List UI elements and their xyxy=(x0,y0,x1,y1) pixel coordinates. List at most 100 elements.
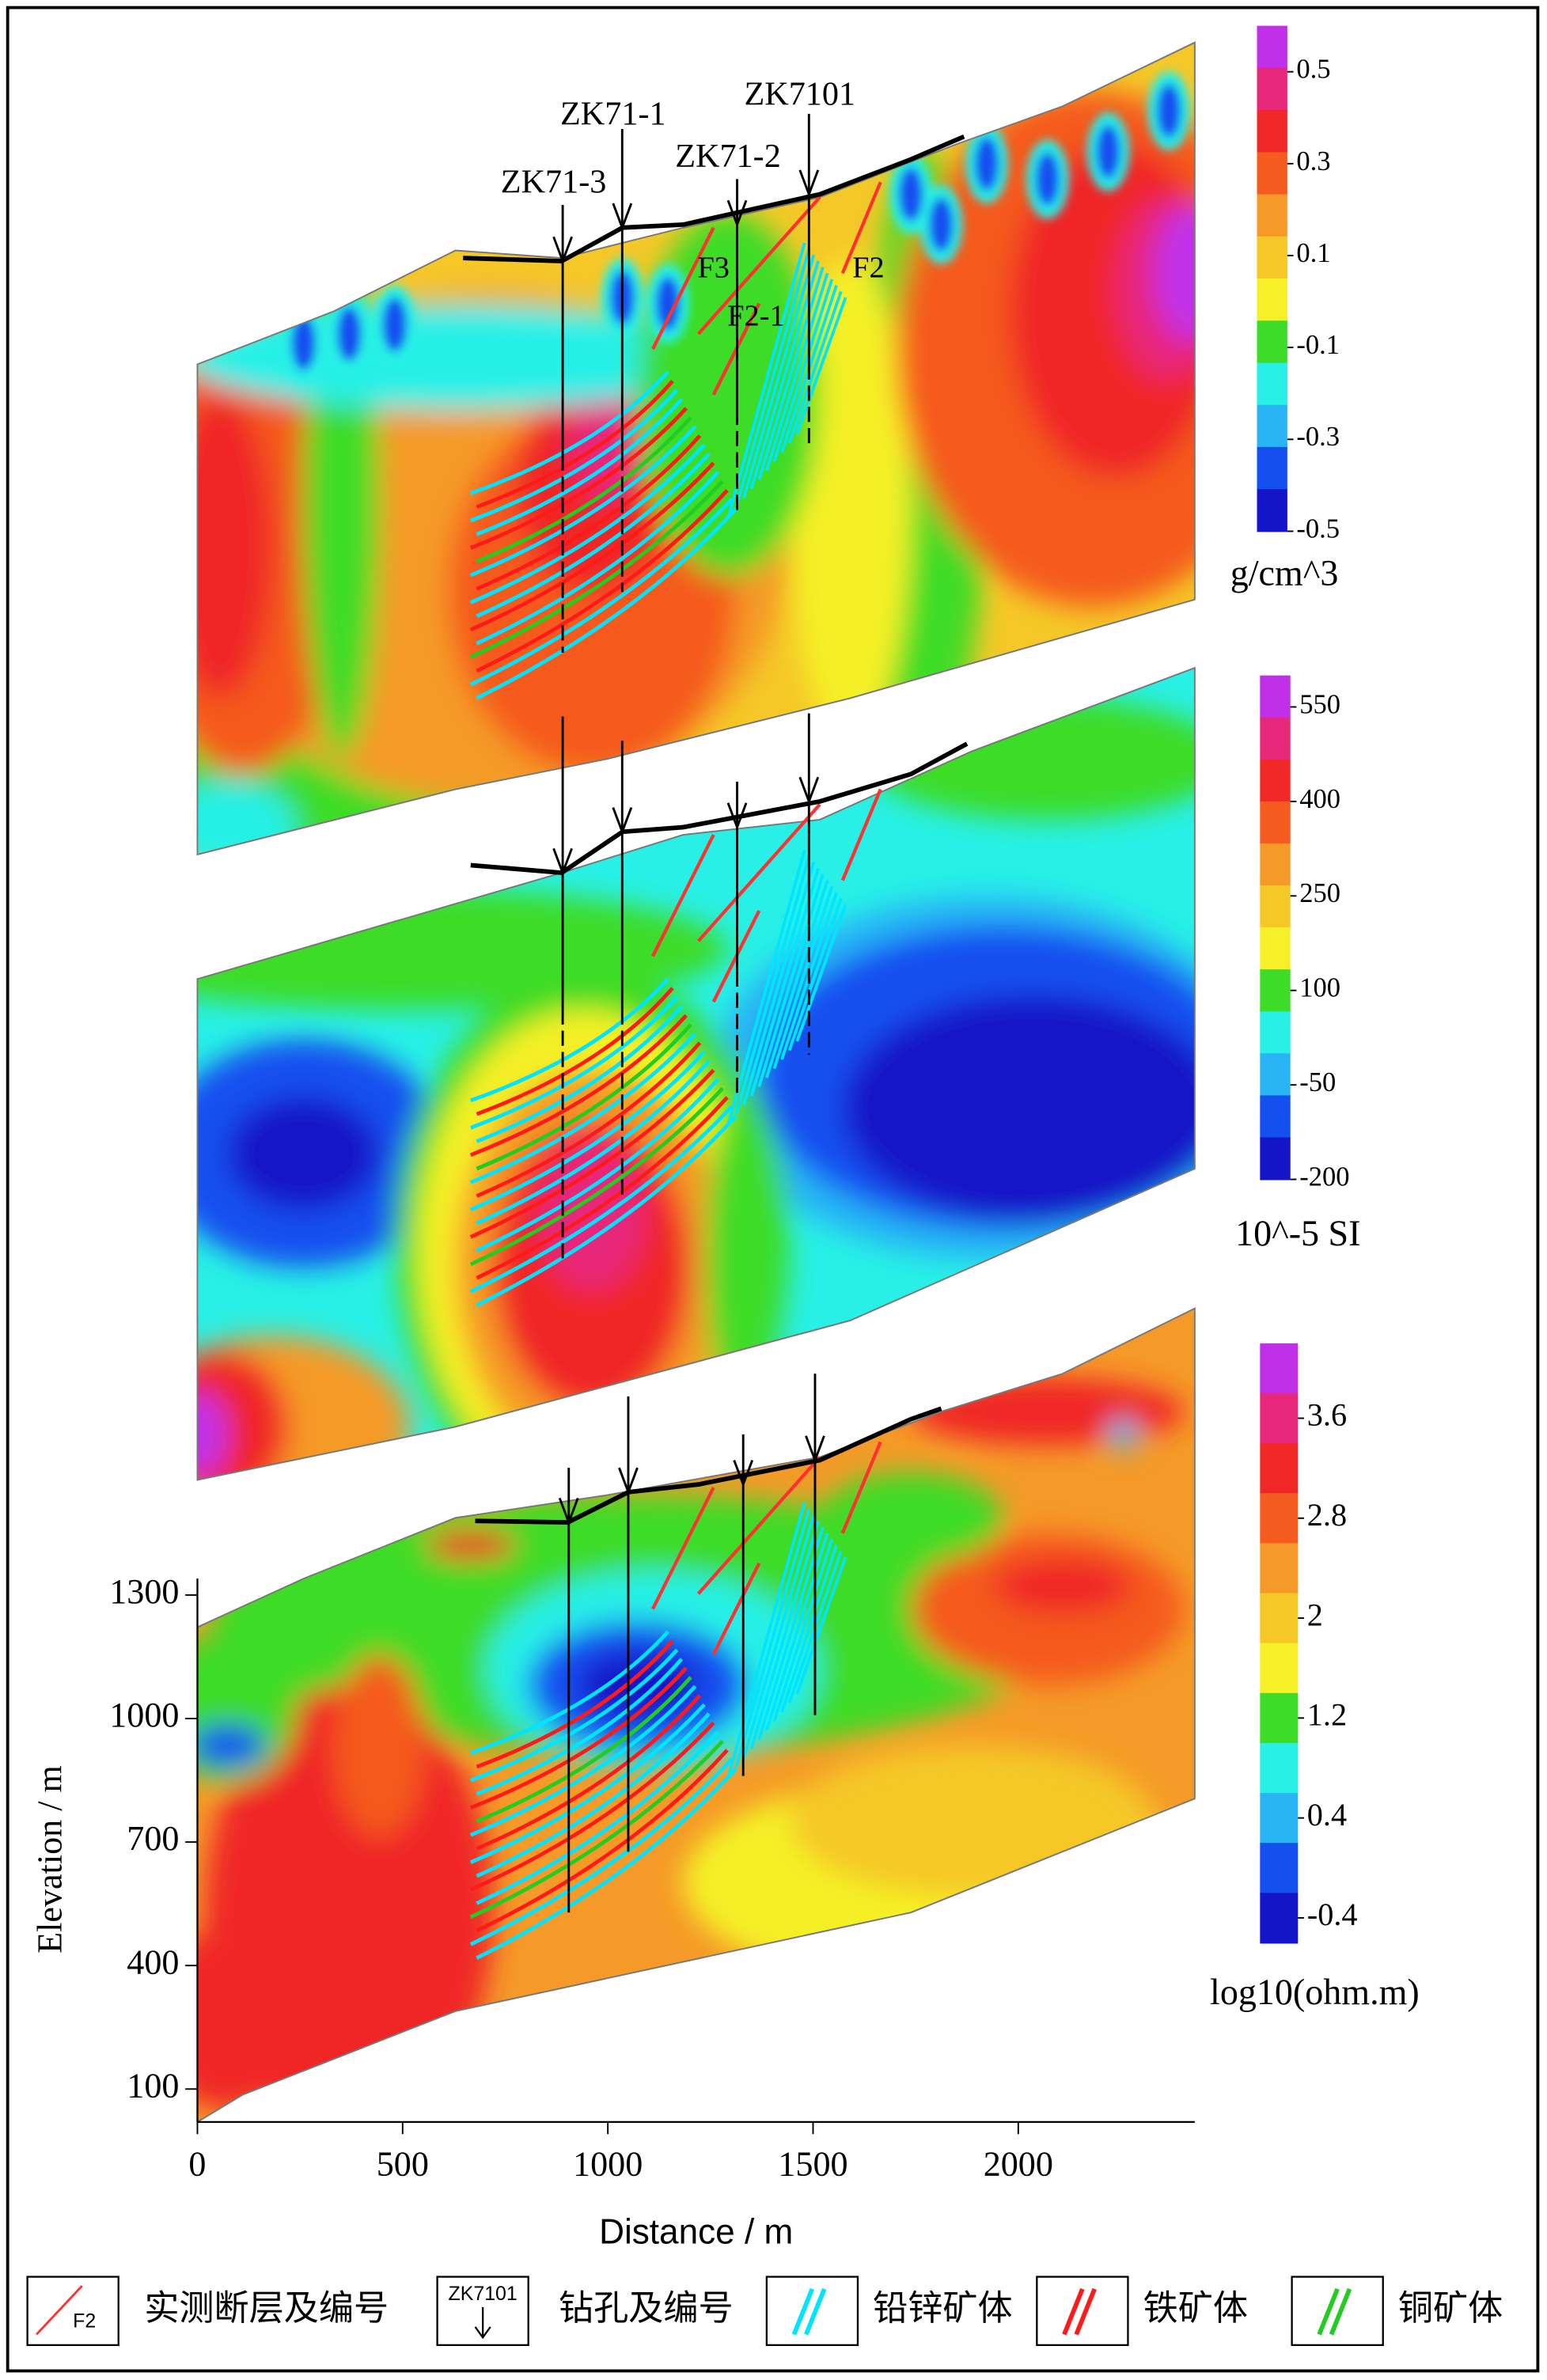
contour-blob xyxy=(197,394,274,699)
ore-body xyxy=(469,425,697,578)
colorbar-band xyxy=(1257,152,1287,195)
contour-dot xyxy=(1035,151,1060,207)
ore-body xyxy=(476,1658,684,1796)
ore-body xyxy=(469,1739,724,1920)
ore-body xyxy=(476,397,684,536)
ore-body xyxy=(780,1544,838,1713)
contour-blob xyxy=(197,1927,304,2110)
borehole-arrow xyxy=(798,776,820,805)
ore-body xyxy=(469,995,679,1130)
x-tick-label: 2000 xyxy=(984,2145,1053,2184)
ore-body xyxy=(787,290,843,444)
borehole-arrow xyxy=(726,199,748,229)
x-axis-title: Distance / m xyxy=(599,2212,793,2251)
ore-body xyxy=(469,1105,734,1294)
contour-blob xyxy=(197,781,297,855)
colorbar-band xyxy=(1260,1011,1291,1055)
ore-bodies xyxy=(469,1441,882,1960)
contour-dot xyxy=(929,197,954,252)
section: 3.6 2.8 2 1.2 0.4 -0.4 log10(ohm.m) xyxy=(196,1307,1420,2124)
y-tick-label: 400 xyxy=(127,1942,179,1981)
colorbar-tick-label: 0.1 xyxy=(1296,238,1330,268)
ore-body xyxy=(727,1502,806,1777)
colorbar-tick-label: 1.2 xyxy=(1307,1697,1347,1733)
ore-body xyxy=(469,407,688,550)
colorbar-label: 10^-5 SI xyxy=(1235,1213,1360,1253)
contour-blob xyxy=(334,1654,426,1837)
y-tick-label: 100 xyxy=(127,2066,179,2105)
ore-body xyxy=(476,1114,738,1307)
legend-label: 实测断层及编号 xyxy=(144,2288,389,2329)
legend-box xyxy=(1036,2276,1129,2347)
ore-body xyxy=(476,489,729,673)
ore-body xyxy=(749,1520,820,1749)
ore-body xyxy=(469,1086,724,1267)
ore-body xyxy=(476,1639,674,1769)
ore-body xyxy=(469,1666,688,1810)
ore-body xyxy=(469,479,724,659)
borehole-arrow xyxy=(618,1467,639,1495)
legend-swatch xyxy=(1074,2287,1097,2336)
ore-body xyxy=(469,498,734,687)
legend-symbol: F2 xyxy=(73,2310,96,2333)
frame xyxy=(6,6,1540,2373)
contour-blob xyxy=(865,698,1195,820)
contour-blob xyxy=(197,1392,228,1477)
borehole-label: ZK71-1 xyxy=(560,95,666,132)
colorbar-band xyxy=(1260,1053,1291,1097)
colorbar-band xyxy=(1260,927,1291,971)
legend-label: 铁矿体 xyxy=(1143,2288,1248,2329)
fault-line xyxy=(651,1487,715,1610)
y-tick-label: 1300 xyxy=(109,1572,179,1611)
ore-body xyxy=(727,242,806,517)
contour-blob xyxy=(789,258,912,744)
ore-body xyxy=(469,1050,706,1212)
contour-dot xyxy=(898,167,923,222)
colorbar-tick-label: 0.5 xyxy=(1296,55,1330,85)
fault-line xyxy=(651,226,715,351)
legend-box xyxy=(1291,2276,1384,2347)
borehole-arrow xyxy=(733,1459,754,1488)
ore-body xyxy=(469,977,669,1103)
contour-blobs xyxy=(197,1378,1195,2122)
ore-body xyxy=(772,279,834,462)
fault-line xyxy=(696,195,821,335)
colorbar-band xyxy=(1257,67,1287,112)
colorbar-band xyxy=(1260,1095,1291,1139)
legend-label: 铅锌矿体 xyxy=(873,2288,1012,2329)
ore-body xyxy=(742,1514,816,1758)
colorbar-band xyxy=(1260,1793,1299,1844)
colorbar-band xyxy=(1260,1343,1299,1394)
ore-body xyxy=(476,1694,702,1851)
ore-body xyxy=(787,898,843,1052)
ore-body xyxy=(469,443,706,604)
legend-swatch xyxy=(1329,2287,1352,2336)
ore-body xyxy=(795,904,847,1042)
colorbar-band xyxy=(1260,1443,1299,1495)
ore-body xyxy=(476,415,692,564)
contour-dot xyxy=(1156,83,1181,138)
ore-body xyxy=(469,370,669,495)
colorbar-band xyxy=(1260,1593,1299,1644)
fault-line xyxy=(696,1456,821,1595)
fault-label: F2 xyxy=(852,251,885,284)
ore-body xyxy=(476,1005,684,1143)
colorbar-band xyxy=(1260,1843,1299,1894)
contour-dot xyxy=(336,306,362,362)
contour-blob xyxy=(1154,204,1195,342)
legend-symbol: ZK7101 xyxy=(448,2283,517,2305)
legend-swatch xyxy=(1062,2287,1085,2336)
colorbar-band xyxy=(1260,1137,1291,1181)
colorbar-tick-label: 250 xyxy=(1299,878,1340,908)
ore-body xyxy=(772,1538,834,1722)
contour-blob xyxy=(842,994,1195,1222)
ore-body xyxy=(469,388,679,523)
section: 550 400 250 100 -50 -200 10^-5 SI xyxy=(196,666,1361,1481)
colorbar-band xyxy=(1260,717,1291,760)
ore-body xyxy=(476,1059,711,1226)
borehole-arrow xyxy=(552,847,573,877)
ore-body xyxy=(469,1703,706,1865)
borehole-arrow xyxy=(552,236,573,265)
ore-body xyxy=(476,1023,692,1171)
